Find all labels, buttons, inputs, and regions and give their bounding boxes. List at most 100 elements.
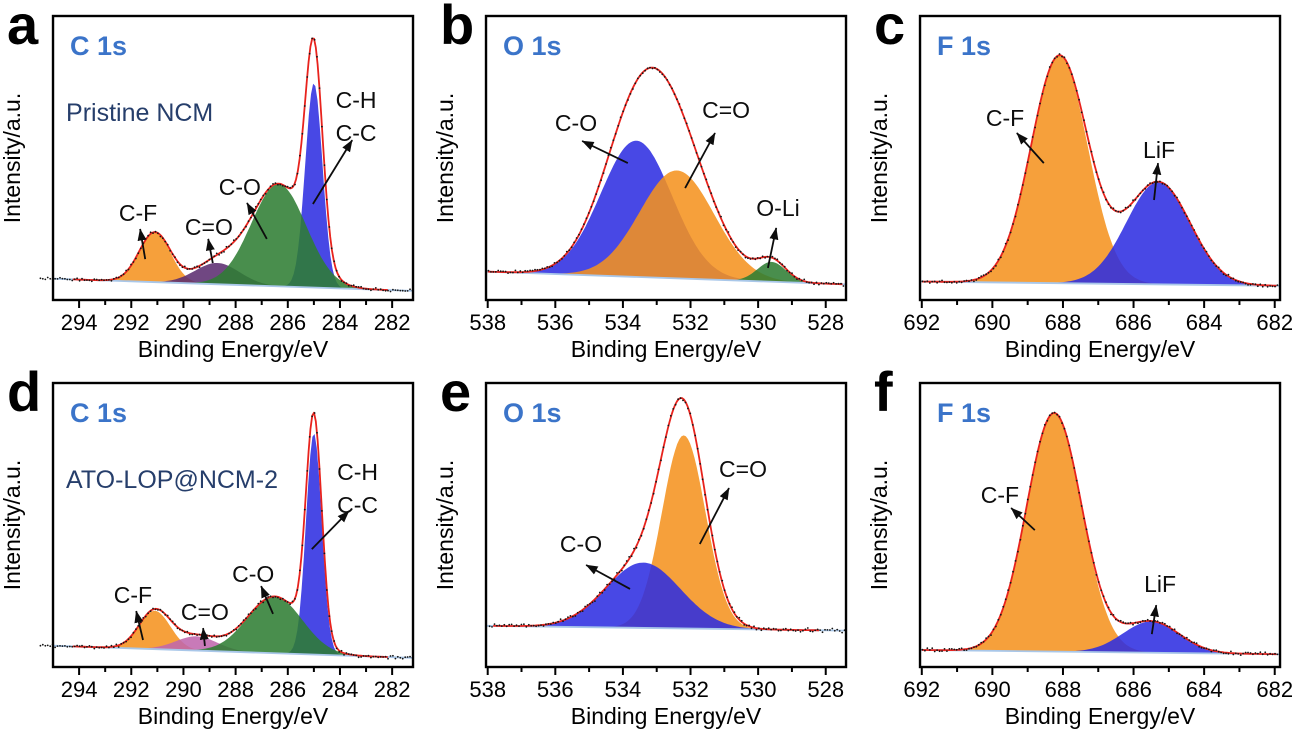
tick-label: 684: [1185, 677, 1222, 702]
tick-label: 292: [113, 310, 150, 335]
peak-fills: [929, 56, 1279, 286]
x-axis-ticks: 294 292 290 288 286 284 282: [61, 300, 411, 335]
raw-data-dots: [489, 396, 846, 633]
annotation-label: C-F: [986, 105, 1024, 131]
tick-label: 292: [113, 677, 150, 702]
annotation-arrow: [246, 202, 268, 240]
tick-label: 690: [974, 310, 1011, 335]
tick-label: 290: [165, 677, 202, 702]
annotation-label: O-Li: [757, 195, 800, 221]
peak-fill-c-o: [100, 635, 293, 654]
annotation-arrow: [1149, 604, 1159, 634]
y-axis-title: Intensity/a.u.: [867, 459, 892, 589]
panel-a-plot: 294 292 290 288 286 284 282 Binding Energy/eV In…: [0, 0, 415, 362]
tick-label: 284: [322, 677, 359, 702]
sample-label: ATO-LOP@NCM-2: [66, 466, 278, 494]
peak-fills: [487, 140, 846, 285]
annotation-arrow: [1010, 506, 1036, 531]
annotation-arrow: [1015, 132, 1045, 164]
annotation-arrow: [767, 227, 779, 269]
x-axis-ticks: 692 690 688 686 684 682: [903, 300, 1293, 335]
annotation-arrow: [199, 627, 209, 646]
x-axis-ticks: 538 536 534 532 530 528: [470, 300, 845, 335]
panel-d: 294 292 290 288 286 284 282 Binding Energy/eV In…: [0, 367, 433, 733]
tick-label: 688: [1044, 310, 1081, 335]
annotation-arrow: [684, 132, 717, 189]
tick-label: 686: [1115, 677, 1152, 702]
tick-label: 534: [605, 677, 642, 702]
panel-letter: e: [440, 367, 471, 423]
peak-fill-c-h-c-c: [274, 83, 354, 289]
tick-label: 286: [269, 310, 306, 335]
y-axis-title: Intensity/a.u.: [433, 93, 458, 223]
annotation-label: C=O: [702, 97, 750, 123]
tick-label: 286: [269, 677, 306, 702]
sample-label: Pristine NCM: [66, 99, 213, 127]
annotation-arrow: [312, 139, 353, 205]
panel-d-plot: 294 292 290 288 286 284 282 Binding Energy/eV In…: [0, 367, 415, 729]
tick-label: 538: [470, 310, 507, 335]
peak-fill-c-f: [82, 610, 227, 652]
x-axis-title: Binding Energy/eV: [138, 703, 329, 729]
tick-label: 536: [537, 677, 574, 702]
annotation-label: C=O: [719, 456, 767, 482]
plot-border: [485, 14, 848, 302]
envelope-line: [72, 37, 388, 291]
peak-fill-o-li: [706, 261, 838, 285]
panel-f-plot: 692 690 688 686 684 682 Binding Energy/eV Inten…: [867, 367, 1293, 729]
peak-fill-c-o: [506, 170, 846, 285]
annotation-label: C-H C-C: [337, 459, 378, 518]
envelope-line: [921, 54, 1277, 287]
annotation-arrow: [260, 585, 274, 614]
peak-fill-c-o: [584, 434, 784, 630]
tick-label: 530: [740, 310, 777, 335]
annotation-label: LiF: [1143, 137, 1175, 163]
annotation-arrow: [134, 610, 144, 640]
tick-label: 528: [808, 677, 845, 702]
annotation-arrow: [1151, 162, 1161, 201]
annotation-label: C=O: [185, 214, 233, 240]
tick-label: 290: [165, 310, 202, 335]
peak-fill-c-f: [82, 232, 227, 285]
panel-letter: d: [7, 367, 41, 423]
peak-fills: [82, 433, 401, 657]
peak-fills: [82, 83, 405, 291]
annotation-arrow: [137, 228, 147, 260]
tick-label: 688: [1044, 677, 1081, 702]
tick-label: 282: [374, 677, 411, 702]
plot-border: [51, 14, 415, 302]
tick-label: 282: [374, 310, 411, 335]
peak-fill-c-o: [487, 562, 815, 630]
y-axis-title: Intensity/a.u.: [867, 93, 892, 223]
tick-label: 534: [605, 310, 642, 335]
baseline-line: [919, 280, 1280, 287]
tick-label: 682: [1256, 310, 1293, 335]
panel-title: O 1s: [503, 398, 562, 428]
tick-label: 536: [537, 310, 574, 335]
tick-label: 532: [672, 310, 709, 335]
panel-f: 692 690 688 686 684 682 Binding Energy/eV Inten…: [867, 367, 1300, 733]
x-axis-title: Binding Energy/eV: [138, 336, 329, 362]
x-axis-title: Binding Energy/eV: [571, 703, 762, 729]
panel-title: C 1s: [70, 31, 127, 61]
baseline-line: [52, 277, 414, 292]
plot-border: [485, 381, 848, 668]
annotation-label: C-F: [980, 482, 1018, 508]
x-axis-title: Binding Energy/eV: [1004, 703, 1195, 729]
peak-fill-lif: [1020, 621, 1279, 654]
panel-e-plot: 538 536 534 532 530 528 Binding Energy/eV Inten…: [433, 367, 848, 729]
y-axis-title: Intensity/a.u.: [0, 93, 25, 223]
panel-title: C 1s: [70, 398, 127, 428]
annotation-arrow: [699, 487, 731, 544]
annotation-arrow: [311, 509, 350, 550]
peak-fills: [487, 434, 815, 630]
tick-label: 528: [808, 310, 845, 335]
tick-label: 530: [740, 677, 777, 702]
annotation-label: LiF: [1144, 571, 1176, 597]
peak-fills: [927, 412, 1279, 654]
panel-a: 294 292 290 288 286 284 282 Binding Energy/eV In…: [0, 0, 433, 367]
panel-letter: f: [874, 367, 893, 423]
annotation-label: C-F: [114, 582, 152, 608]
peak-fill-c-f: [927, 412, 1181, 653]
